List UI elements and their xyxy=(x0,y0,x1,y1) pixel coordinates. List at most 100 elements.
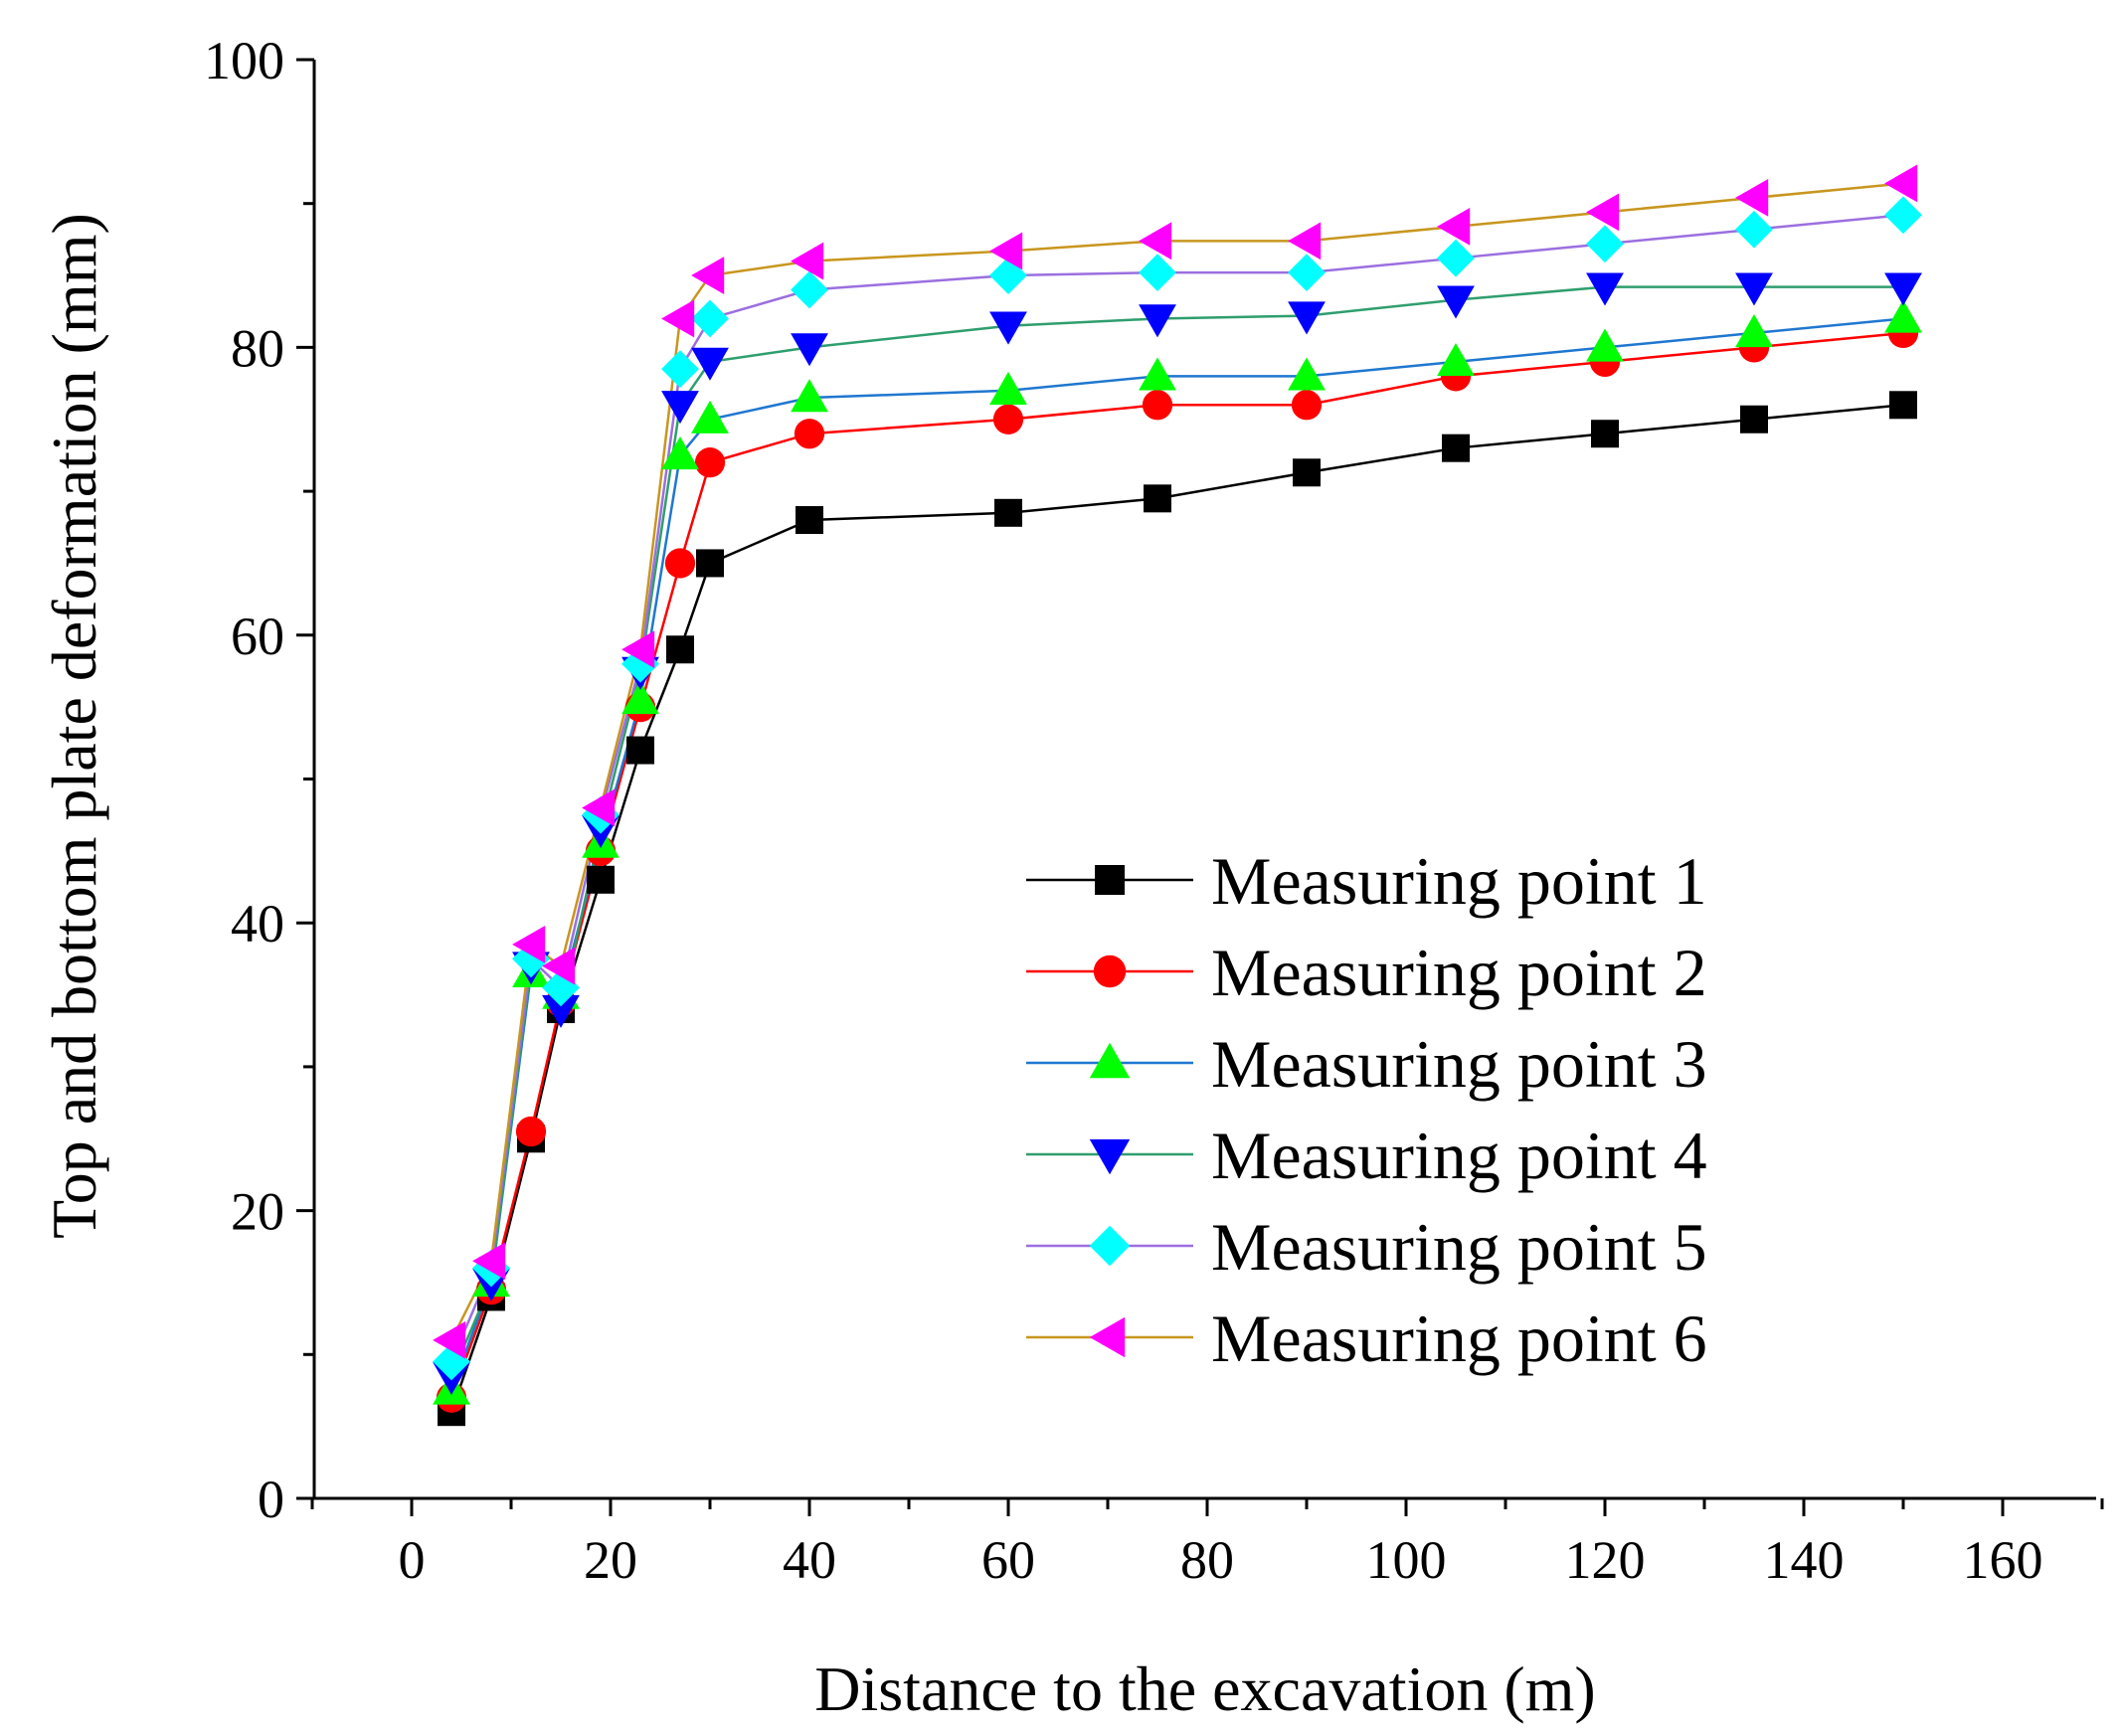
data-point-s5-7 xyxy=(691,299,729,338)
data-point-s6-13 xyxy=(1586,193,1620,232)
data-point-s1-10 xyxy=(1144,484,1171,513)
data-point-s6-14 xyxy=(1735,179,1769,217)
data-point-s2-8 xyxy=(794,419,825,449)
data-point-s1-15 xyxy=(1889,391,1917,420)
data-point-s1-5 xyxy=(626,736,654,765)
data-point-s4-14 xyxy=(1735,272,1773,306)
data-point-s6-4 xyxy=(582,788,616,827)
data-point-s5-15 xyxy=(1884,196,1922,235)
y-tick-label-60: 60 xyxy=(231,607,284,666)
legend-label-4: Measuring point 4 xyxy=(1211,1118,1707,1193)
axes xyxy=(312,60,2096,1500)
legend-marker-3 xyxy=(1089,1042,1131,1079)
x-tick-label-60: 60 xyxy=(981,1530,1035,1590)
legend-label-3: Measuring point 3 xyxy=(1211,1026,1707,1102)
data-point-s6-9 xyxy=(989,232,1023,270)
data-point-s2-7 xyxy=(694,447,726,478)
data-point-s6-0 xyxy=(433,1320,466,1359)
data-point-s5-11 xyxy=(1288,254,1326,292)
data-point-s1-11 xyxy=(1293,458,1321,487)
data-point-s2-6 xyxy=(664,548,696,579)
data-point-s3-5 xyxy=(621,681,659,715)
x-ticks: 0 20 40 60 80 100 120 140 160 xyxy=(310,1498,2104,1590)
series-line-2 xyxy=(449,331,1904,1399)
legend-label-2: Measuring point 2 xyxy=(1211,935,1707,1010)
data-point-s3-14 xyxy=(1735,314,1773,348)
legend-label-5: Measuring point 5 xyxy=(1211,1209,1707,1285)
data-point-s6-12 xyxy=(1437,207,1471,246)
data-point-s6-2 xyxy=(512,926,546,963)
legend-label-1: Measuring point 1 xyxy=(1211,843,1707,919)
x-tick-label-160: 160 xyxy=(1963,1530,2043,1590)
data-point-s3-8 xyxy=(791,379,828,413)
data-point-s1-8 xyxy=(796,506,823,535)
x-axis-title: Distance to the excavation (m) xyxy=(814,1653,1595,1724)
data-point-s4-6 xyxy=(661,391,699,425)
data-point-s3-9 xyxy=(989,371,1027,405)
data-point-s6-7 xyxy=(691,257,725,294)
series-line-5 xyxy=(449,214,1904,1363)
data-point-s1-13 xyxy=(1591,420,1619,448)
data-point-s5-14 xyxy=(1735,210,1773,249)
legend-marker-5 xyxy=(1089,1225,1131,1267)
data-point-s3-6 xyxy=(661,436,699,470)
data-point-s1-7 xyxy=(696,549,724,578)
y-ticks: 0 20 40 60 80 100 xyxy=(204,31,314,1529)
data-point-s6-1 xyxy=(472,1242,506,1281)
data-point-s2-10 xyxy=(1142,390,1173,421)
data-point-s4-8 xyxy=(791,333,828,367)
data-point-s6-3 xyxy=(542,947,576,985)
data-point-s3-10 xyxy=(1139,357,1176,391)
y-tick-label-40: 40 xyxy=(231,894,284,954)
data-point-s3-7 xyxy=(691,400,729,434)
data-point-s4-13 xyxy=(1586,272,1624,306)
data-point-s2-11 xyxy=(1291,390,1323,421)
data-point-s4-15 xyxy=(1884,272,1922,306)
legend-marker-6 xyxy=(1089,1316,1126,1358)
data-point-s5-10 xyxy=(1139,254,1176,292)
y-tick-label-0: 0 xyxy=(258,1470,284,1529)
data-point-s4-10 xyxy=(1139,304,1176,338)
data-point-s5-12 xyxy=(1437,239,1475,277)
x-tick-label-100: 100 xyxy=(1366,1530,1447,1590)
data-point-s6-8 xyxy=(791,242,824,280)
x-tick-label-0: 0 xyxy=(399,1530,426,1590)
data-point-s2-9 xyxy=(992,404,1024,434)
data-point-s5-0 xyxy=(433,1342,470,1381)
x-tick-label-120: 120 xyxy=(1565,1530,1646,1590)
series-line-1 xyxy=(449,404,1904,1413)
data-point-s4-11 xyxy=(1288,301,1326,335)
data-point-s5-13 xyxy=(1586,225,1624,263)
x-tick-label-80: 80 xyxy=(1180,1530,1234,1590)
data-point-s3-12 xyxy=(1437,342,1475,377)
y-axis-title: Top and bottom plate deformation (mm) xyxy=(39,213,109,1239)
data-point-s1-9 xyxy=(994,498,1022,527)
data-point-s1-12 xyxy=(1442,434,1470,462)
data-point-s3-13 xyxy=(1586,328,1624,362)
data-point-s1-4 xyxy=(587,865,615,894)
data-point-s4-9 xyxy=(989,311,1027,345)
y-tick-label-20: 20 xyxy=(231,1182,284,1242)
legend-label-6: Measuring point 6 xyxy=(1211,1301,1707,1376)
data-point-s3-11 xyxy=(1288,357,1326,391)
legend-marker-4 xyxy=(1089,1138,1131,1175)
legend-marker-2 xyxy=(1093,955,1127,988)
y-tick-label-100: 100 xyxy=(204,31,284,90)
data-point-s6-10 xyxy=(1139,222,1172,260)
data-point-s6-11 xyxy=(1288,222,1322,260)
data-point-s4-7 xyxy=(691,347,729,381)
data-point-s4-12 xyxy=(1437,285,1475,319)
data-point-s6-5 xyxy=(621,630,655,669)
legend-marker-1 xyxy=(1095,865,1125,895)
series-markers xyxy=(433,164,1922,1427)
x-tick-label-140: 140 xyxy=(1764,1530,1845,1590)
x-tick-label-40: 40 xyxy=(783,1530,836,1590)
x-tick-label-20: 20 xyxy=(584,1530,637,1590)
data-point-s3-15 xyxy=(1884,299,1922,333)
y-tick-label-80: 80 xyxy=(231,318,284,378)
data-point-s5-6 xyxy=(661,350,699,389)
data-point-s6-15 xyxy=(1884,164,1918,203)
data-point-s4-3 xyxy=(542,994,580,1028)
legend: Measuring point 1 Measuring point 2 Measur… xyxy=(1026,843,1707,1376)
